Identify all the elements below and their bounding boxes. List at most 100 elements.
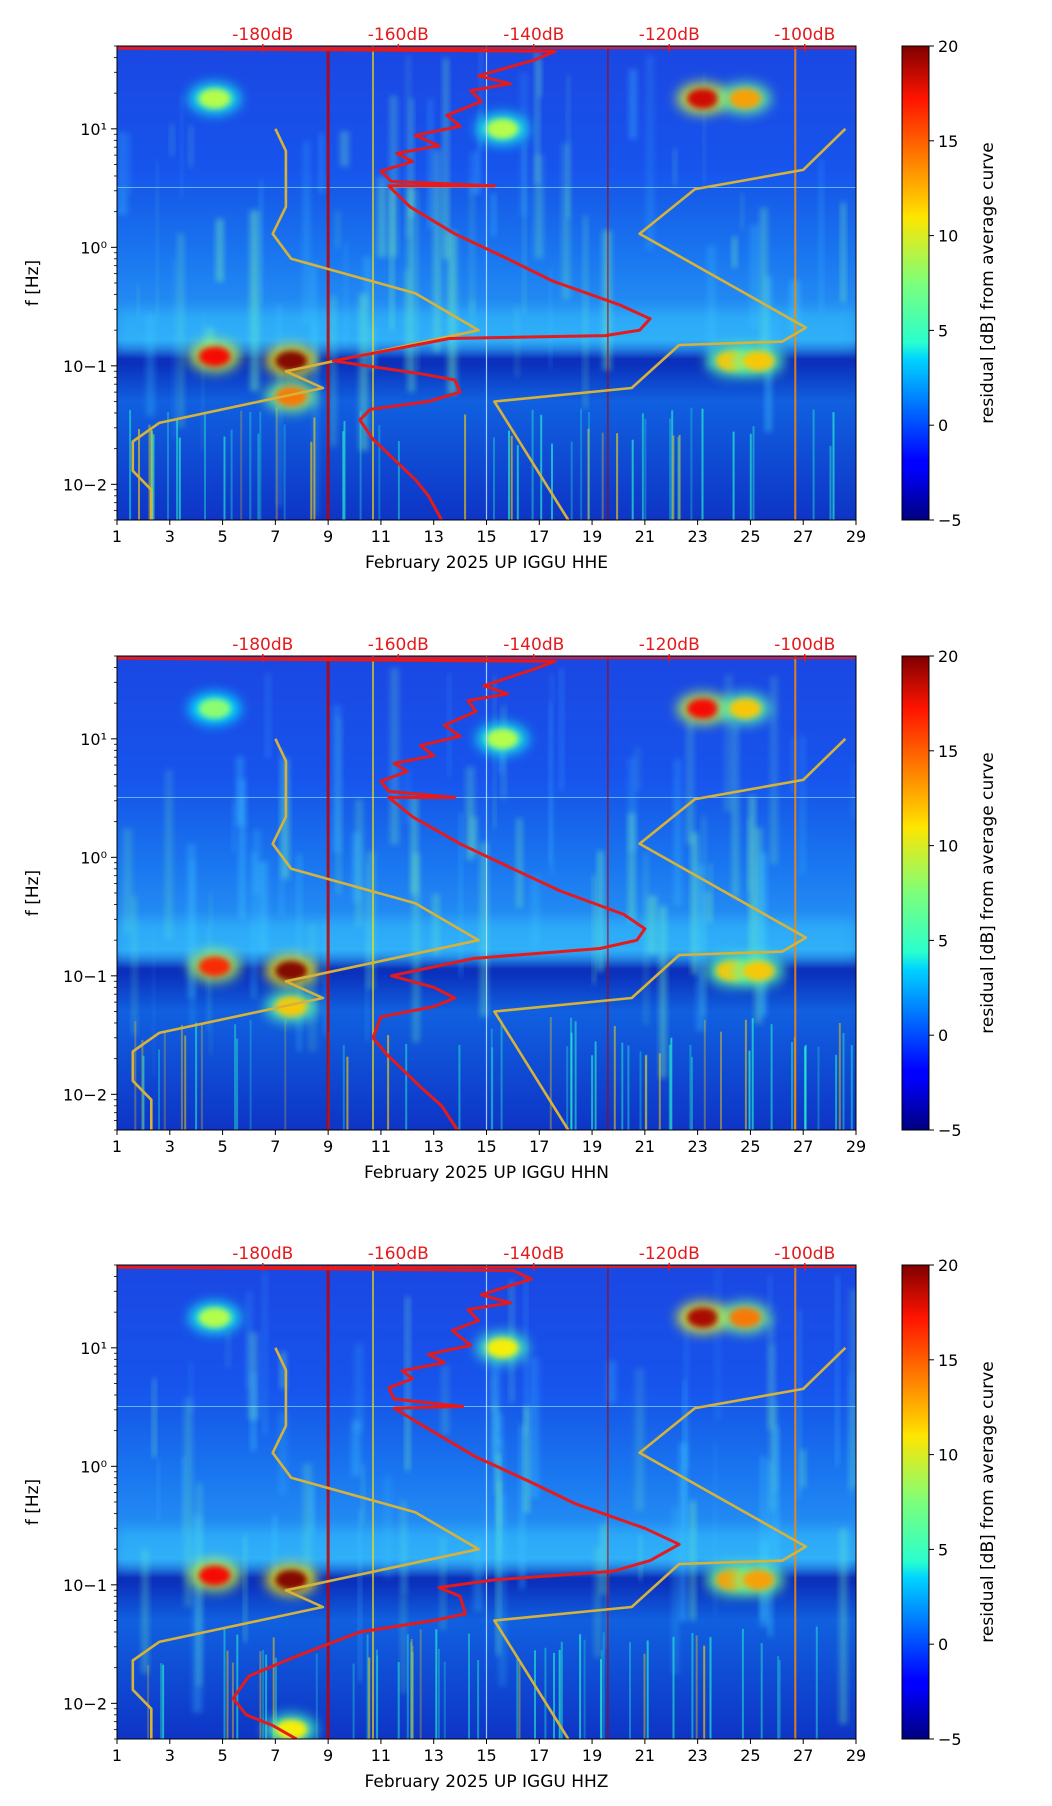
low-band-streak (150, 430, 153, 520)
low-band-streak (491, 1047, 494, 1130)
streak (605, 1519, 608, 1649)
streak (238, 779, 246, 920)
top-db-label: -120dB (639, 25, 700, 45)
low-band-streak (141, 1039, 144, 1130)
streak (319, 133, 324, 194)
low-band-streak (670, 1037, 673, 1130)
colorbar-tick-label: −5 (938, 511, 962, 530)
low-band-streak (231, 1662, 234, 1739)
streak (684, 1307, 689, 1470)
low-band-streak (621, 1042, 624, 1130)
x-tick-label: 7 (270, 1137, 280, 1156)
x-axis-label: February 2025 UP IGGU HHZ (365, 1772, 609, 1792)
streak (702, 891, 712, 923)
colorbar-tick-label: 10 (938, 227, 958, 246)
top-db-label: -180dB (232, 25, 293, 45)
low-band-streak (570, 441, 573, 520)
streak (819, 159, 824, 312)
x-tick-label: 27 (793, 527, 813, 546)
streak (760, 207, 768, 372)
x-tick-label: 15 (476, 1746, 496, 1765)
hotspot (275, 1569, 308, 1590)
x-tick-label: 25 (740, 1746, 760, 1765)
streak (243, 1536, 247, 1643)
y-tick-label: 10⁰ (80, 238, 107, 257)
low-band-streak (778, 1659, 781, 1739)
streak (410, 795, 418, 895)
hotspot (275, 386, 308, 407)
hotspot (198, 956, 231, 977)
colorbar-tick-label: 15 (938, 132, 958, 151)
streak (443, 58, 449, 260)
streak (351, 1420, 361, 1477)
hotspot (686, 698, 719, 719)
hotspot (275, 996, 308, 1017)
streak (469, 181, 475, 313)
x-tick-label: 23 (687, 1137, 707, 1156)
colorbar-tick-label: −5 (938, 1121, 962, 1140)
colorbar-label: residual [dB] from average curve (978, 1361, 998, 1642)
colorbar-label: residual [dB] from average curve (978, 142, 998, 423)
streak (524, 1276, 528, 1437)
low-band-streak (419, 1629, 422, 1739)
streak (646, 55, 654, 251)
low-band-streak (587, 428, 590, 520)
streak (529, 1357, 539, 1499)
low-band-streak (508, 430, 510, 520)
top-db-label: -160dB (368, 635, 429, 655)
low-band-streak (195, 1022, 198, 1130)
low-band-streak (540, 414, 543, 520)
streak (534, 154, 544, 259)
streak (800, 1449, 806, 1488)
streak (835, 1276, 839, 1467)
streak (340, 131, 349, 167)
low-band-streak (701, 408, 704, 520)
low-band-streak (167, 412, 169, 520)
streak (427, 98, 433, 229)
streak (361, 1464, 365, 1526)
y-tick-label: 10−1 (63, 967, 107, 986)
low-band-streak (443, 1661, 446, 1739)
streak (441, 1365, 449, 1435)
mean-psd-curve (117, 656, 647, 1130)
low-band-streak (658, 1053, 661, 1130)
low-band-streak (378, 425, 381, 520)
low-band-streak (200, 1024, 203, 1130)
low-band-streak (230, 429, 233, 520)
low-band-streak (587, 412, 590, 520)
spectrogram (117, 656, 856, 1130)
low-band-streak (184, 1035, 187, 1130)
low-band-streak (343, 421, 346, 520)
streak (157, 1459, 160, 1520)
streak (383, 1477, 392, 1578)
streak (691, 832, 698, 974)
streak (749, 224, 760, 329)
hotspot (198, 88, 231, 109)
low-band-streak (265, 1654, 268, 1739)
low-band-streak (815, 1626, 818, 1739)
low-band-streak (566, 1046, 569, 1130)
streak (491, 193, 496, 237)
x-tick-label: 19 (582, 527, 602, 546)
colorbar-tick-label: 0 (938, 1026, 948, 1045)
streak (498, 1494, 506, 1687)
low-band-streak (583, 1639, 586, 1739)
streak (137, 282, 140, 319)
low-band-streak (234, 1024, 237, 1130)
low-band-streak (643, 1653, 646, 1739)
low-band-streak (366, 1634, 369, 1739)
streak (470, 151, 480, 195)
low-band-streak (744, 1019, 747, 1130)
low-band-streak (639, 1051, 642, 1130)
hotspot (742, 960, 775, 981)
low-band-streak (751, 1018, 754, 1130)
streak (265, 674, 271, 759)
low-band-streak (226, 1650, 229, 1739)
colorbar-tick-label: −5 (938, 1730, 962, 1749)
low-band-streak (534, 1650, 536, 1739)
low-band-streak (493, 437, 495, 520)
low-band-streak (668, 1044, 671, 1130)
streak (628, 757, 637, 853)
streak (354, 1343, 364, 1432)
